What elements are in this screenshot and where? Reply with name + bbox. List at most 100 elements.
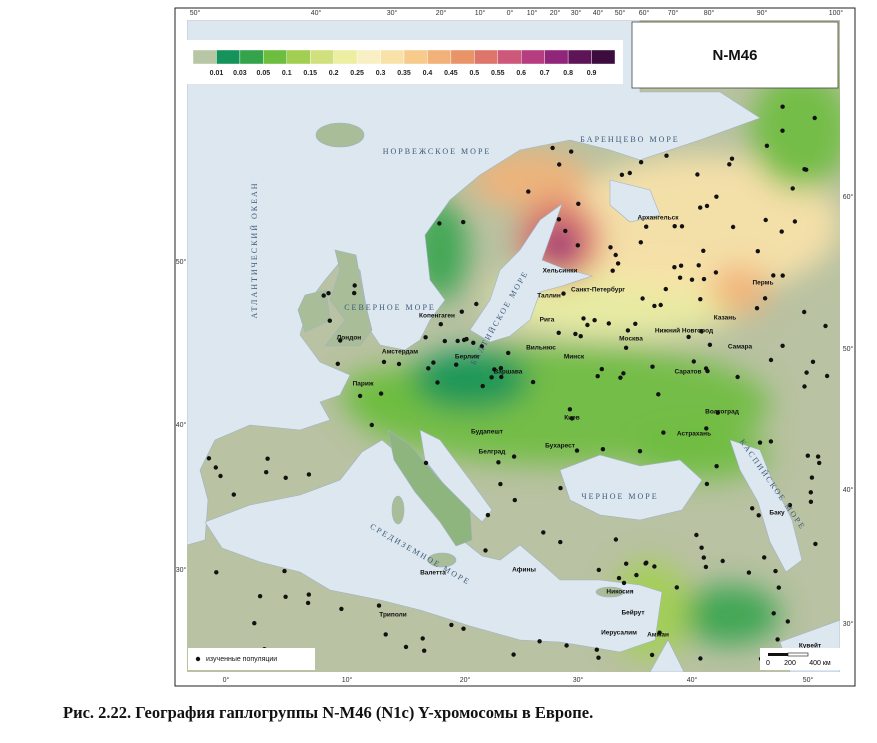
legend-label: 0.6 bbox=[516, 70, 526, 77]
population-dot bbox=[824, 373, 830, 379]
population-dot bbox=[625, 328, 631, 333]
population-dot bbox=[633, 321, 638, 326]
population-dot bbox=[499, 374, 504, 380]
population-dot bbox=[489, 375, 494, 380]
legend-label: 0.45 bbox=[444, 70, 458, 77]
population-dot bbox=[823, 323, 828, 329]
graticule-label: 90° bbox=[757, 9, 768, 17]
population-dot bbox=[756, 513, 761, 518]
city-label: Санкт-Петербург bbox=[571, 286, 625, 294]
population-dot bbox=[621, 371, 626, 376]
population-dot bbox=[663, 286, 668, 292]
graticule-label: 10° bbox=[342, 676, 353, 684]
population-dot bbox=[623, 345, 629, 350]
population-dot bbox=[696, 263, 701, 268]
population-dot bbox=[615, 261, 621, 266]
graticule-label: 70° bbox=[668, 9, 679, 17]
graticule-label: 50° bbox=[615, 9, 626, 17]
population-dot bbox=[423, 460, 429, 466]
population-dot bbox=[264, 470, 269, 475]
city-label: Валетта bbox=[420, 570, 446, 577]
city-label: Таллин bbox=[537, 293, 561, 300]
graticule-label: 60° bbox=[639, 9, 650, 17]
population-dot bbox=[483, 548, 488, 553]
iceland bbox=[315, 122, 365, 148]
population-dot bbox=[780, 273, 785, 278]
legend-swatch bbox=[427, 49, 452, 65]
population-dot bbox=[282, 568, 287, 574]
population-dot bbox=[657, 630, 662, 635]
population-dot bbox=[815, 454, 821, 459]
population-dot bbox=[575, 243, 580, 248]
population-dot bbox=[678, 263, 684, 268]
population-dot bbox=[556, 217, 562, 222]
scale-label: 200 bbox=[784, 660, 796, 667]
population-dot bbox=[746, 570, 752, 575]
population-dot bbox=[768, 439, 774, 444]
population-dot bbox=[802, 167, 807, 172]
graticule-label: 100° bbox=[829, 9, 844, 17]
population-dot bbox=[420, 636, 425, 641]
city-label: Амман bbox=[647, 632, 669, 639]
population-dot bbox=[339, 606, 344, 612]
population-dot bbox=[616, 575, 622, 581]
population-dot bbox=[606, 321, 611, 326]
population-dot bbox=[556, 330, 561, 335]
population-dot bbox=[321, 293, 326, 298]
city-label: Саратов bbox=[674, 369, 701, 376]
marker-legend-box bbox=[188, 648, 315, 670]
population-dot bbox=[449, 622, 454, 628]
city-label: Триполи bbox=[379, 612, 407, 619]
population-dot bbox=[512, 497, 517, 503]
city-labels: Архангельск Санкт-Петербург Рига Москва Виль… bbox=[337, 215, 821, 650]
scale-seg bbox=[787, 652, 809, 657]
city-label: Хельсинки bbox=[543, 268, 578, 275]
population-dot bbox=[576, 201, 581, 206]
population-dot bbox=[563, 228, 568, 234]
population-dot bbox=[652, 564, 657, 569]
population-dot bbox=[699, 329, 704, 334]
population-dot bbox=[283, 475, 288, 480]
population-dot bbox=[785, 619, 790, 624]
population-dot bbox=[459, 309, 464, 314]
scale-bar: 0 200 400 км bbox=[760, 648, 840, 670]
population-dot bbox=[567, 407, 573, 412]
legend-swatch bbox=[239, 49, 264, 65]
sea-label: ЧЕРНОЕ МОРЕ bbox=[581, 492, 658, 501]
population-dot bbox=[426, 366, 431, 371]
city-label: Копенгаген bbox=[419, 313, 455, 320]
population-dot bbox=[715, 410, 720, 415]
population-dot bbox=[640, 296, 645, 301]
population-dot bbox=[564, 643, 569, 648]
population-dot bbox=[485, 512, 491, 518]
population-dot bbox=[664, 153, 669, 158]
population-dot bbox=[771, 611, 776, 616]
population-dot bbox=[763, 217, 768, 223]
legend-swatch bbox=[544, 49, 569, 65]
population-dot bbox=[335, 361, 340, 366]
city-label: Волгоград bbox=[705, 409, 739, 416]
population-dot bbox=[779, 229, 784, 234]
population-dot bbox=[704, 481, 710, 487]
population-dot bbox=[656, 392, 661, 397]
frequency-zone bbox=[680, 585, 780, 645]
population-dot bbox=[613, 252, 618, 258]
population-dot bbox=[701, 276, 707, 282]
population-dot bbox=[550, 145, 555, 151]
population-dot bbox=[600, 447, 606, 452]
graticule-label: 50° bbox=[803, 676, 814, 684]
population-dot bbox=[624, 561, 629, 566]
legend-swatch bbox=[310, 49, 334, 65]
graticule-label: 20° bbox=[436, 9, 447, 17]
population-dot bbox=[699, 545, 704, 550]
population-dot bbox=[771, 273, 776, 278]
red-sea bbox=[649, 639, 685, 672]
population-dot bbox=[804, 370, 809, 375]
population-dot bbox=[704, 203, 710, 209]
population-dot bbox=[423, 335, 428, 340]
population-dot bbox=[649, 652, 655, 658]
population-dot bbox=[431, 360, 436, 365]
graticule-label: 40° bbox=[176, 421, 187, 429]
population-dot bbox=[474, 301, 479, 307]
